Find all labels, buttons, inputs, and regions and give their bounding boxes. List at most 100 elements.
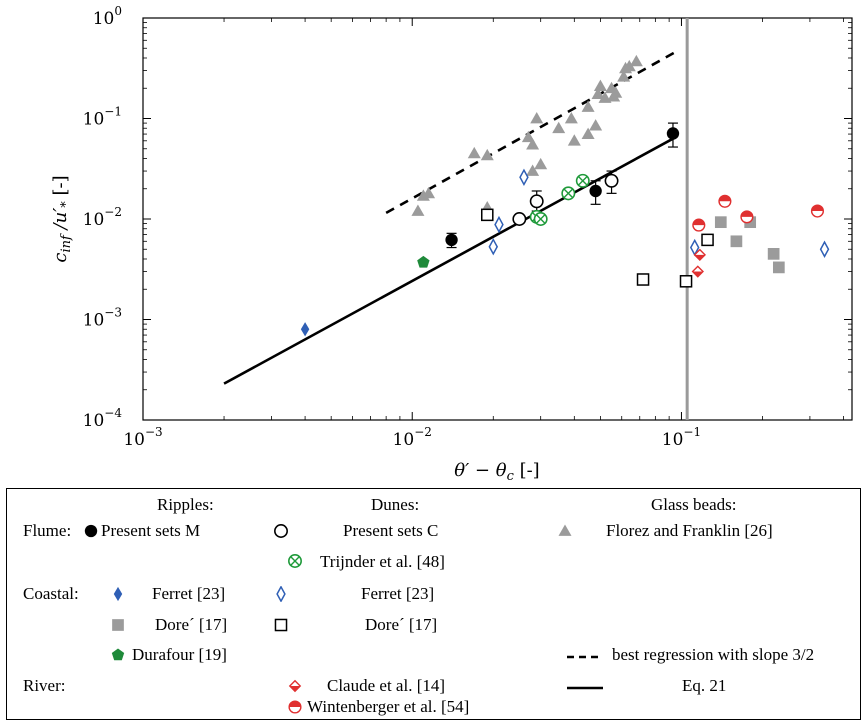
trijnder-point <box>561 186 576 201</box>
legend-claude: Claude et al. [14] <box>327 676 446 695</box>
dore_dunes-point <box>636 273 650 286</box>
florez-point <box>581 100 595 112</box>
legend-marker-dore-dunes <box>273 617 289 633</box>
x-tick-label: 10−2 <box>393 425 432 450</box>
x-tick-label: 10−1 <box>662 425 701 450</box>
legend-marker-present-c <box>273 523 289 539</box>
legend-eq21: Eq. 21 <box>682 676 727 695</box>
legend-marker-shape <box>111 648 125 661</box>
wintenberger-point <box>718 194 732 208</box>
florez-point <box>552 121 566 134</box>
present_m-point <box>666 127 680 140</box>
claude-point <box>693 248 707 262</box>
data-markers <box>300 54 830 337</box>
y-tick-label: 10−3 <box>83 306 122 331</box>
claude-point <box>691 265 704 278</box>
florez-point <box>609 86 623 98</box>
present_c-point <box>512 212 527 226</box>
legend-durafour: Durafour [19] <box>132 645 227 664</box>
legend-marker-shape <box>112 619 124 631</box>
x-tick-label: 10−3 <box>123 425 162 450</box>
legend-marker-shape <box>84 524 98 538</box>
dore_dunes-point <box>480 208 494 222</box>
legend-wintenberger: Wintenberger et al. [54] <box>307 697 470 716</box>
dore_ripples-point <box>730 235 743 248</box>
legend-marker-shape <box>276 586 286 602</box>
legend-marker-ferret-ripples <box>110 586 126 602</box>
legend-marker-trijnder <box>287 553 303 569</box>
ferret_dunes-point <box>519 168 529 187</box>
x-axis-label: θ′ − θc [-] <box>454 460 539 484</box>
y-tick-label: 100 <box>93 4 122 29</box>
legend-marker-durafour <box>110 647 126 663</box>
legend-ferret-dunes: Ferret [23] <box>361 584 435 603</box>
legend-marker-shape <box>288 554 302 568</box>
florez-point <box>617 70 631 82</box>
florez-point <box>526 164 540 176</box>
wintenberger-point <box>740 210 754 224</box>
legend-regression: best regression with slope 3/2 <box>612 645 815 664</box>
fit-lines <box>223 18 689 420</box>
legend-dore-dunes: Dore´ [17] <box>365 615 438 634</box>
dore_ripples-point <box>714 216 727 229</box>
florez-point <box>622 59 636 72</box>
florez-point <box>591 87 605 99</box>
durafour-point <box>417 255 430 268</box>
eq21-line <box>223 136 677 385</box>
regression-line <box>385 48 680 215</box>
florez-point <box>530 112 544 124</box>
legend-marker-claude <box>287 678 303 694</box>
present_m-point <box>445 233 458 247</box>
legend-marker-shape <box>274 618 288 632</box>
legend-header-glass: Glass beads: <box>651 495 737 514</box>
legend-present-m: Present sets M <box>101 521 201 540</box>
present_c-point <box>529 194 544 209</box>
legend-line-regression <box>567 655 603 659</box>
present_m-point <box>589 184 602 198</box>
legend-marker-present-m <box>83 523 99 539</box>
dore_ripples-point <box>772 261 785 274</box>
legend-marker-shape <box>274 524 288 538</box>
legend-row-river: River: <box>23 676 66 695</box>
legend-marker-shape <box>288 679 302 693</box>
present_c-point <box>604 173 619 188</box>
ferret_ripples-point <box>300 322 310 337</box>
y-tick-label: 10−1 <box>83 105 122 130</box>
legend-marker-wintenberger <box>287 699 303 715</box>
florez-point <box>567 134 581 146</box>
y-tick-label: 10−4 <box>83 406 123 431</box>
legend-marker-shape <box>113 586 123 602</box>
ferret_dunes-point <box>819 240 830 258</box>
florez-point <box>521 130 535 143</box>
legend-trijnder: Trijnder et al. [48] <box>320 552 445 571</box>
trijnder-point <box>533 212 548 226</box>
legend-marker-dore-ripples <box>110 617 126 633</box>
florez-point <box>581 127 595 139</box>
florez-point <box>467 146 481 159</box>
dore_dunes-point <box>679 275 693 288</box>
florez-point <box>422 186 436 199</box>
dore_ripples-point <box>767 248 780 260</box>
legend-header-dunes: Dunes: <box>371 495 420 514</box>
legend-ferret-ripples: Ferret [23] <box>152 584 226 603</box>
florez-point <box>564 112 578 124</box>
legend-marker-shape <box>288 700 302 714</box>
y-axis-label: cinf /u′* [-] <box>50 175 74 262</box>
ferret_dunes-point <box>494 215 504 234</box>
legend-present-c: Present sets C <box>343 521 439 540</box>
trijnder-point <box>575 173 590 188</box>
florez-point <box>589 119 603 131</box>
florez-point <box>526 138 540 150</box>
legend: Ripples: Dunes: Glass beads: Flume: Coas… <box>6 488 861 720</box>
legend-dore-ripples: Dore´ [17] <box>155 615 228 634</box>
florez-point <box>411 204 425 216</box>
legend-marker-ferret-dunes <box>273 586 289 602</box>
legend-row-coastal: Coastal: <box>23 584 79 603</box>
legend-florez: Florez and Franklin [26] <box>606 521 773 540</box>
legend-marker-shape <box>558 524 572 536</box>
florez-point <box>534 157 548 170</box>
florez-point <box>629 54 643 67</box>
legend-marker-florez <box>557 523 573 539</box>
